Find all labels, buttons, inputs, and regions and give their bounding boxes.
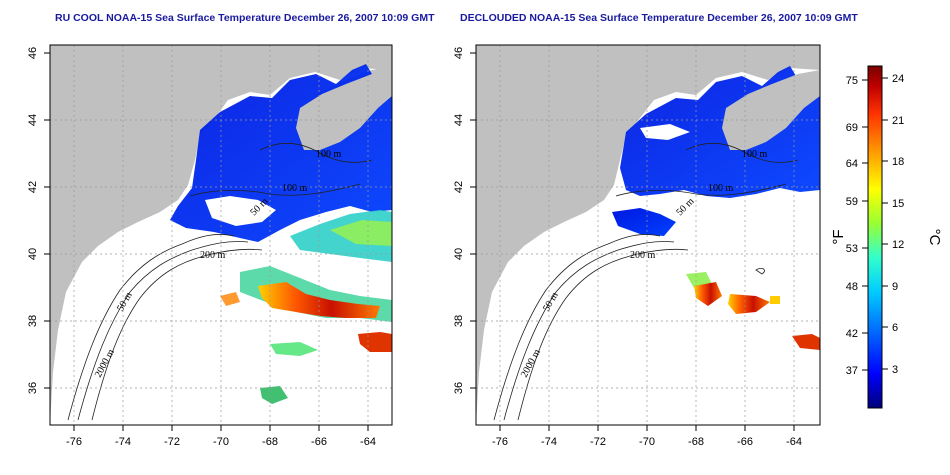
x-tick-label: -68	[262, 436, 278, 448]
colorbar-tick-f: 59	[846, 196, 858, 208]
sst-warm-shelf	[330, 220, 392, 246]
x-tick-label: -70	[639, 436, 655, 448]
sst-warm-eddy	[358, 332, 392, 352]
sst-cold-patch	[612, 208, 676, 236]
colorbar-ticks-f	[862, 79, 868, 371]
y-axis	[470, 52, 476, 389]
x-tick-label: -66	[311, 436, 327, 448]
x-tick-label: -74	[115, 436, 131, 448]
colorbar-ticks-c	[882, 77, 888, 370]
sst-warm-patch	[728, 294, 770, 314]
colorbar-gradient	[867, 65, 883, 409]
cloud-gap	[640, 124, 690, 140]
map-title: DECLOUDED NOAA-15 Sea Surface Temperatur…	[460, 12, 858, 24]
sst-patch-small	[770, 296, 780, 304]
x-tick-label: -70	[213, 436, 229, 448]
x-tick-label: -64	[360, 436, 376, 448]
y-tick-label: 36	[453, 382, 465, 394]
x-tick-label: -72	[590, 436, 606, 448]
colorbar-tick-c: 3	[892, 364, 898, 376]
x-tick-label: -76	[492, 436, 508, 448]
x-tick-label: -76	[66, 436, 82, 448]
x-tick-label: -68	[688, 436, 704, 448]
colorbar-tick-c: 21	[892, 115, 904, 127]
graticule	[476, 45, 820, 425]
isobath-contours	[67, 143, 373, 421]
x-tick-label: -66	[737, 436, 753, 448]
colorbar-tick-f: 64	[846, 158, 858, 170]
y-tick-label: 42	[27, 181, 39, 193]
y-tick-label: 42	[453, 181, 465, 193]
colorbar-tick-c: 12	[892, 239, 904, 251]
x-tick-label: -72	[164, 436, 180, 448]
colorbar-tick-c: 24	[892, 73, 904, 85]
y-tick-label: 38	[453, 315, 465, 327]
contour-label: 200 m	[630, 250, 656, 261]
graticule	[50, 45, 392, 425]
map-frame	[475, 44, 821, 426]
y-tick-label: 36	[27, 382, 39, 394]
colorbar-tick-c: 18	[892, 156, 904, 168]
sst-warm-patch	[694, 282, 722, 306]
y-tick-label: 40	[453, 248, 465, 260]
colorbar-unit-c: °C	[926, 229, 943, 246]
isobath-contours	[493, 143, 799, 421]
colorbar-tick-f: 37	[846, 365, 858, 377]
colorbar-tick-c: 15	[892, 198, 904, 210]
x-tick-label: -64	[786, 436, 802, 448]
x-tick-label: -74	[541, 436, 557, 448]
nova-scotia-cover	[722, 70, 820, 150]
colorbar-tick-f: 75	[846, 75, 858, 87]
y-tick-label: 44	[27, 114, 39, 126]
y-tick-label: 40	[27, 248, 39, 260]
sst-warm-eddy	[792, 334, 820, 350]
sst-patch-south	[260, 386, 288, 404]
contour-label: 100 m	[742, 149, 768, 160]
y-tick-label: 38	[27, 315, 39, 327]
colorbar-tick-c: 6	[892, 322, 898, 334]
contour-label: 200 m	[200, 250, 226, 261]
colorbar-unit-f: °F	[830, 229, 847, 244]
colorbar-tick-f: 48	[846, 281, 858, 293]
colorbar-tick-c: 9	[892, 281, 898, 293]
map-panel-raw: RU COOL NOAA-15 Sea Surface Temperature …	[27, 12, 435, 448]
colorbar-tick-f: 42	[846, 328, 858, 340]
y-tick-label: 46	[453, 47, 465, 59]
y-tick-label: 44	[453, 114, 465, 126]
map-title: RU COOL NOAA-15 Sea Surface Temperature …	[55, 12, 435, 24]
sst-patch-west	[220, 292, 240, 306]
x-axis	[73, 425, 369, 431]
colorbar-tick-f: 69	[846, 122, 858, 134]
y-tick-label: 46	[27, 47, 39, 59]
colorbar-tick-f: 53	[846, 243, 858, 255]
contour-label: 100 m	[316, 149, 342, 160]
sst-patch	[270, 342, 318, 356]
land-mass	[476, 45, 820, 425]
contour-label: 100 m	[282, 183, 308, 194]
colorbar: 75 69 64 59 53 48 42 37 24 21 18 15 12 9…	[830, 65, 943, 409]
map-panel-declouded: DECLOUDED NOAA-15 Sea Surface Temperatur…	[453, 12, 858, 448]
contour-label: 100 m	[708, 183, 734, 194]
x-axis	[499, 425, 795, 431]
land-mass	[50, 45, 392, 425]
cloud-gap	[205, 196, 276, 226]
y-axis	[44, 52, 50, 389]
